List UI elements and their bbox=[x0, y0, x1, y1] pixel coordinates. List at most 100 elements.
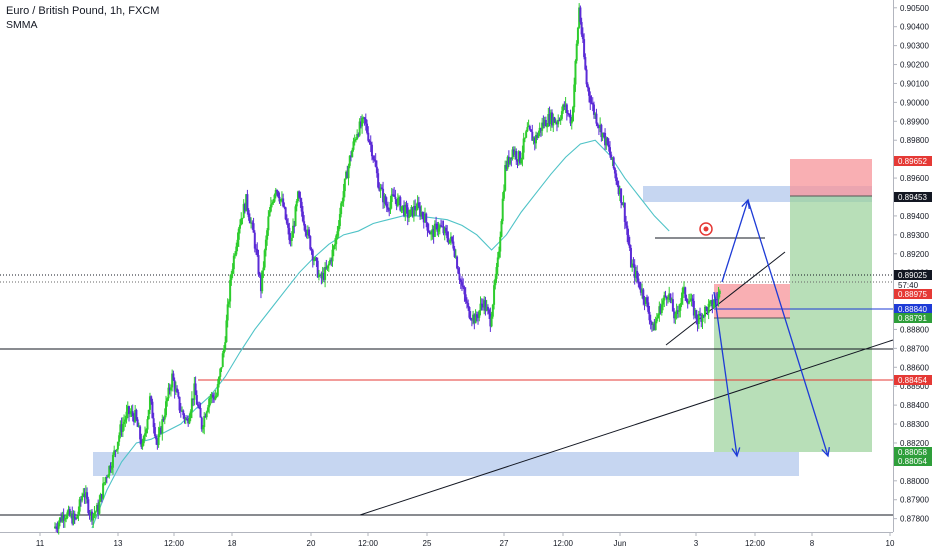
candle-body bbox=[493, 285, 496, 305]
candle-body bbox=[352, 141, 355, 150]
candle-body bbox=[474, 314, 477, 324]
candle-body bbox=[658, 306, 661, 315]
candle-body bbox=[548, 114, 551, 124]
candle-body bbox=[409, 209, 412, 217]
candle-body bbox=[465, 301, 468, 304]
y-tick-label: 0.90300 bbox=[900, 42, 929, 51]
candle-body bbox=[710, 300, 713, 302]
candle-body bbox=[581, 34, 584, 40]
candle-body bbox=[84, 492, 87, 498]
candle-body bbox=[393, 194, 396, 197]
x-tick-label: 3 bbox=[694, 539, 699, 548]
candle-body bbox=[605, 137, 608, 146]
candle-body bbox=[606, 137, 609, 145]
candle-body bbox=[459, 279, 462, 282]
candle-body bbox=[78, 499, 81, 512]
candle-body bbox=[601, 132, 604, 138]
candle-body bbox=[557, 119, 560, 125]
candle-body bbox=[625, 221, 628, 226]
candle-body bbox=[292, 225, 295, 238]
candle-body bbox=[192, 398, 195, 400]
y-tick-label: 0.89300 bbox=[900, 231, 929, 240]
candle-body bbox=[564, 104, 567, 107]
candle-body bbox=[389, 202, 392, 210]
candle-body bbox=[437, 228, 440, 232]
y-tick-label: 0.88700 bbox=[900, 344, 929, 353]
candle-body bbox=[182, 410, 185, 416]
candle-body bbox=[194, 383, 197, 396]
price-tag-level bbox=[894, 375, 932, 385]
candle-body bbox=[489, 313, 492, 327]
candle-body bbox=[515, 151, 518, 160]
x-tick-label: 12:00 bbox=[358, 539, 379, 548]
candle-body bbox=[142, 436, 145, 444]
candle-body bbox=[451, 236, 454, 242]
candle-body bbox=[570, 121, 573, 124]
candle-body bbox=[547, 114, 550, 127]
price-tag-stop bbox=[894, 156, 932, 166]
candle-body bbox=[157, 434, 160, 445]
candle-body bbox=[440, 225, 443, 227]
candle-body bbox=[295, 201, 298, 207]
candle-body bbox=[204, 416, 207, 418]
candle-body bbox=[447, 238, 450, 243]
candle-body bbox=[71, 513, 74, 524]
price-tag-label: 0.88791 bbox=[898, 314, 927, 323]
candle-body bbox=[139, 426, 142, 440]
candle-body bbox=[165, 401, 167, 416]
candle-body bbox=[569, 114, 572, 124]
y-tick-label: 0.90500 bbox=[900, 4, 929, 13]
candle-body bbox=[394, 196, 397, 200]
candle-body bbox=[589, 95, 592, 103]
candle-body bbox=[184, 418, 187, 420]
candle-body bbox=[691, 298, 694, 301]
y-tick-label: 0.89600 bbox=[900, 174, 929, 183]
candle-body bbox=[153, 427, 156, 436]
candle-body bbox=[671, 299, 674, 312]
candle-body bbox=[453, 248, 456, 257]
price-tag-label: 0.89652 bbox=[898, 157, 927, 166]
candle-body bbox=[313, 260, 315, 262]
candle-body bbox=[309, 236, 312, 250]
candle-body bbox=[580, 22, 583, 35]
y-tick-label: 0.89400 bbox=[900, 212, 929, 221]
candle-body bbox=[644, 297, 647, 304]
candle-body bbox=[121, 424, 124, 432]
candle-body bbox=[294, 206, 297, 226]
candle-body bbox=[715, 299, 718, 301]
candle-body bbox=[141, 443, 144, 447]
candle-body bbox=[357, 133, 360, 136]
candle-body bbox=[555, 122, 558, 125]
candle-body bbox=[314, 257, 317, 261]
candle-body bbox=[428, 231, 431, 235]
candle-body bbox=[383, 195, 386, 203]
price-tag-entry bbox=[894, 304, 932, 314]
candle-body bbox=[354, 139, 357, 141]
price-tag-current bbox=[894, 270, 932, 280]
candle-body bbox=[340, 203, 343, 215]
candle-body bbox=[583, 39, 586, 58]
candle-body bbox=[554, 122, 557, 124]
y-tick-label: 0.89900 bbox=[900, 117, 929, 126]
candle-body bbox=[274, 190, 277, 195]
candle-body bbox=[160, 427, 163, 434]
candle-body bbox=[347, 165, 350, 179]
candle-body bbox=[663, 295, 666, 301]
candle-body bbox=[336, 231, 339, 236]
candle-body bbox=[58, 517, 61, 523]
candle-body bbox=[356, 133, 359, 140]
candle-body bbox=[602, 132, 605, 134]
candle-body bbox=[504, 165, 507, 191]
candle-body bbox=[501, 198, 504, 222]
candle-body bbox=[177, 392, 180, 397]
candle-body bbox=[689, 300, 692, 302]
candle-body bbox=[342, 191, 345, 202]
candle-body bbox=[609, 147, 611, 155]
candle-body bbox=[251, 222, 254, 224]
candle-body bbox=[158, 427, 161, 435]
candle-body bbox=[537, 132, 540, 138]
candle-body bbox=[210, 394, 213, 398]
candle-body bbox=[500, 221, 503, 237]
